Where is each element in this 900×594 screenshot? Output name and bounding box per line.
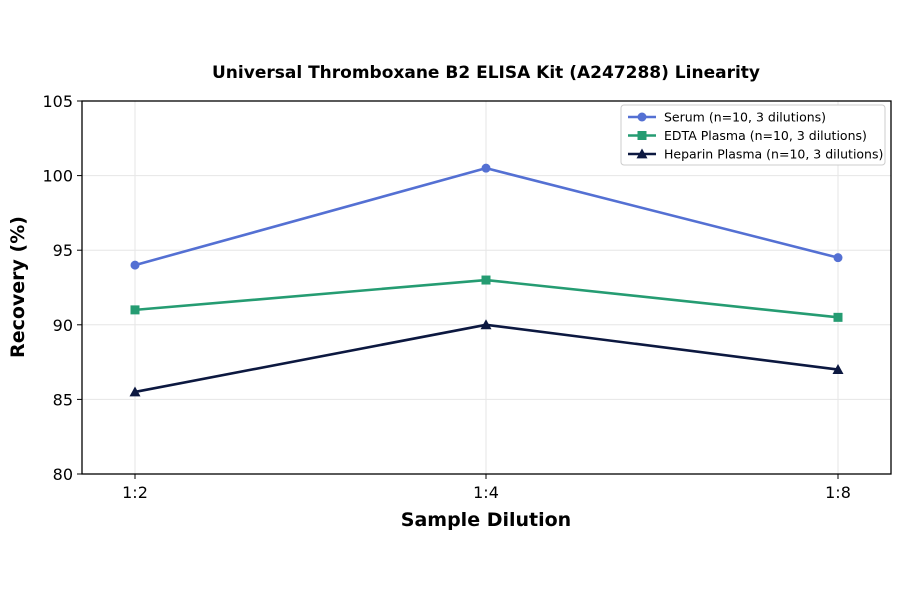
x-axis: 1:2 1:4 1:8: [122, 474, 851, 502]
legend-marker: [637, 112, 647, 122]
y-tick-label: 100: [42, 167, 73, 186]
data-point: [480, 319, 492, 330]
y-tick-label: 80: [53, 465, 73, 484]
series-2: [130, 275, 843, 322]
legend-label: Heparin Plasma (n=10, 3 dilutions): [664, 147, 883, 162]
y-tick-label: 105: [42, 92, 73, 111]
data-point: [130, 305, 140, 315]
legend-box: [620, 104, 886, 166]
data-point: [833, 312, 843, 322]
series-3: [129, 319, 844, 397]
x-axis-label: Sample Dilution: [401, 509, 571, 531]
data-point: [832, 364, 844, 374]
y-axis: 80 85 90 95 100 105: [42, 92, 82, 484]
data-point: [130, 260, 140, 270]
legend-item: Serum (n=10, 3 dilutions): [628, 110, 826, 125]
y-tick-label: 85: [53, 390, 73, 409]
legend-item: EDTA Plasma (n=10, 3 dilutions): [628, 128, 867, 143]
legend-label: Serum (n=10, 3 dilutions): [664, 110, 826, 125]
x-tick-label: 1:8: [825, 483, 851, 502]
legend: Serum (n=10, 3 dilutions) EDTA Plasma (n=…: [620, 104, 886, 166]
y-axis-label: Recovery (%): [7, 216, 29, 358]
y-tick-label: 90: [53, 316, 73, 335]
x-tick-label: 1:2: [122, 483, 148, 502]
data-point: [481, 163, 491, 173]
legend-label: EDTA Plasma (n=10, 3 dilutions): [664, 128, 867, 143]
x-tick-label: 1:4: [473, 483, 499, 502]
series-1: [130, 163, 843, 270]
legend-marker: [637, 131, 647, 140]
data-point: [833, 253, 843, 263]
legend-marker: [636, 148, 648, 159]
legend-item: Heparin Plasma (n=10, 3 dilutions): [628, 147, 883, 162]
data-point: [481, 275, 491, 285]
y-tick-label: 95: [53, 241, 73, 260]
data-point: [129, 386, 141, 397]
series-layer: [129, 163, 844, 397]
chart-title: Universal Thromboxane B2 ELISA Kit (A247…: [212, 63, 760, 83]
